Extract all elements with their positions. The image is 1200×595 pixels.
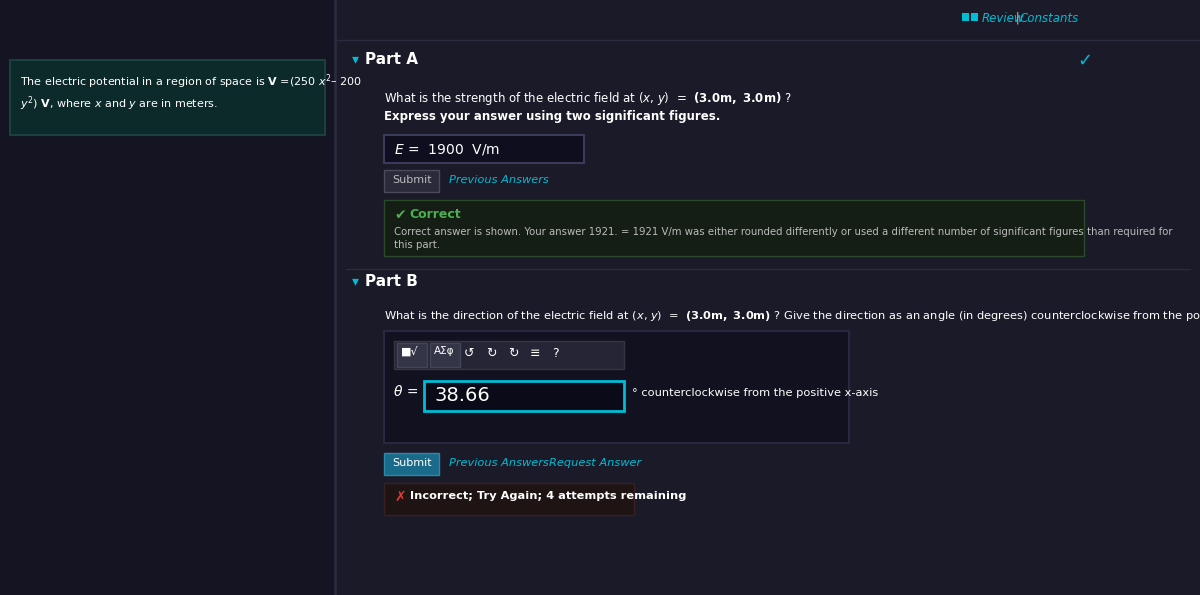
Text: ▾: ▾: [352, 274, 359, 288]
Text: $E$ =  1900  $\mathrm{V/m}$: $E$ = 1900 $\mathrm{V/m}$: [394, 142, 500, 157]
Text: Constants: Constants: [1019, 12, 1079, 25]
Text: Correct: Correct: [409, 208, 461, 221]
Text: The electric potential in a region of space is $\mathbf{V}$ =(250 $x^2$– 200: The electric potential in a region of sp…: [20, 72, 362, 90]
Text: Incorrect; Try Again; 4 attempts remaining: Incorrect; Try Again; 4 attempts remaini…: [410, 491, 686, 501]
Text: this part.: this part.: [394, 240, 440, 250]
Text: Previous Answers: Previous Answers: [449, 458, 548, 468]
FancyBboxPatch shape: [384, 483, 634, 515]
Text: Correct answer is shown. Your answer 1921. = 1921 V/m was either rounded differe: Correct answer is shown. Your answer 192…: [394, 227, 1172, 237]
Text: ▾: ▾: [352, 52, 359, 66]
Text: ↻: ↻: [508, 347, 518, 360]
Text: Request Answer: Request Answer: [550, 458, 641, 468]
FancyBboxPatch shape: [336, 0, 1200, 595]
Text: Part A: Part A: [365, 52, 418, 67]
Text: Submit: Submit: [392, 175, 432, 185]
Text: Express your answer using two significant figures.: Express your answer using two significan…: [384, 110, 720, 123]
FancyBboxPatch shape: [384, 200, 1084, 256]
Text: |: |: [1012, 12, 1024, 25]
FancyBboxPatch shape: [384, 331, 850, 443]
Text: Previous Answers: Previous Answers: [449, 175, 548, 185]
Text: ✓: ✓: [1078, 52, 1092, 70]
Text: 38.66: 38.66: [434, 386, 490, 405]
Text: Submit: Submit: [392, 458, 432, 468]
Text: ↻: ↻: [486, 347, 497, 360]
Text: ≡: ≡: [530, 347, 540, 360]
Text: Part B: Part B: [365, 274, 418, 289]
FancyBboxPatch shape: [384, 170, 439, 192]
Text: AΣφ: AΣφ: [434, 346, 455, 356]
FancyBboxPatch shape: [424, 381, 624, 411]
Text: ✗: ✗: [394, 490, 406, 504]
FancyBboxPatch shape: [384, 135, 584, 163]
FancyBboxPatch shape: [0, 0, 335, 595]
Text: What is the direction of the electric field at ($x$, $y$)  =  $\mathbf{(3.0m,\ 3: What is the direction of the electric fi…: [384, 309, 1200, 323]
Text: ?: ?: [552, 347, 559, 360]
Text: ✔: ✔: [394, 208, 406, 222]
Text: ° counterclockwise from the positive x-axis: ° counterclockwise from the positive x-a…: [632, 388, 878, 398]
Text: ↺: ↺: [464, 347, 474, 360]
FancyBboxPatch shape: [430, 343, 460, 367]
FancyBboxPatch shape: [394, 341, 624, 369]
FancyBboxPatch shape: [397, 343, 427, 367]
FancyBboxPatch shape: [384, 453, 439, 475]
Text: ■√: ■√: [401, 346, 419, 356]
Text: What is the strength of the electric field at ($x$, $y$)  =  $\mathbf{(3.0m,\ 3.: What is the strength of the electric fie…: [384, 90, 792, 107]
Text: $y^2$) $\mathbf{V}$, where $x$ and $y$ are in meters.: $y^2$) $\mathbf{V}$, where $x$ and $y$ a…: [20, 94, 218, 112]
FancyBboxPatch shape: [962, 13, 970, 21]
FancyBboxPatch shape: [10, 60, 325, 135]
Text: θ =: θ =: [394, 385, 419, 399]
FancyBboxPatch shape: [971, 13, 978, 21]
Text: Review: Review: [982, 12, 1025, 25]
